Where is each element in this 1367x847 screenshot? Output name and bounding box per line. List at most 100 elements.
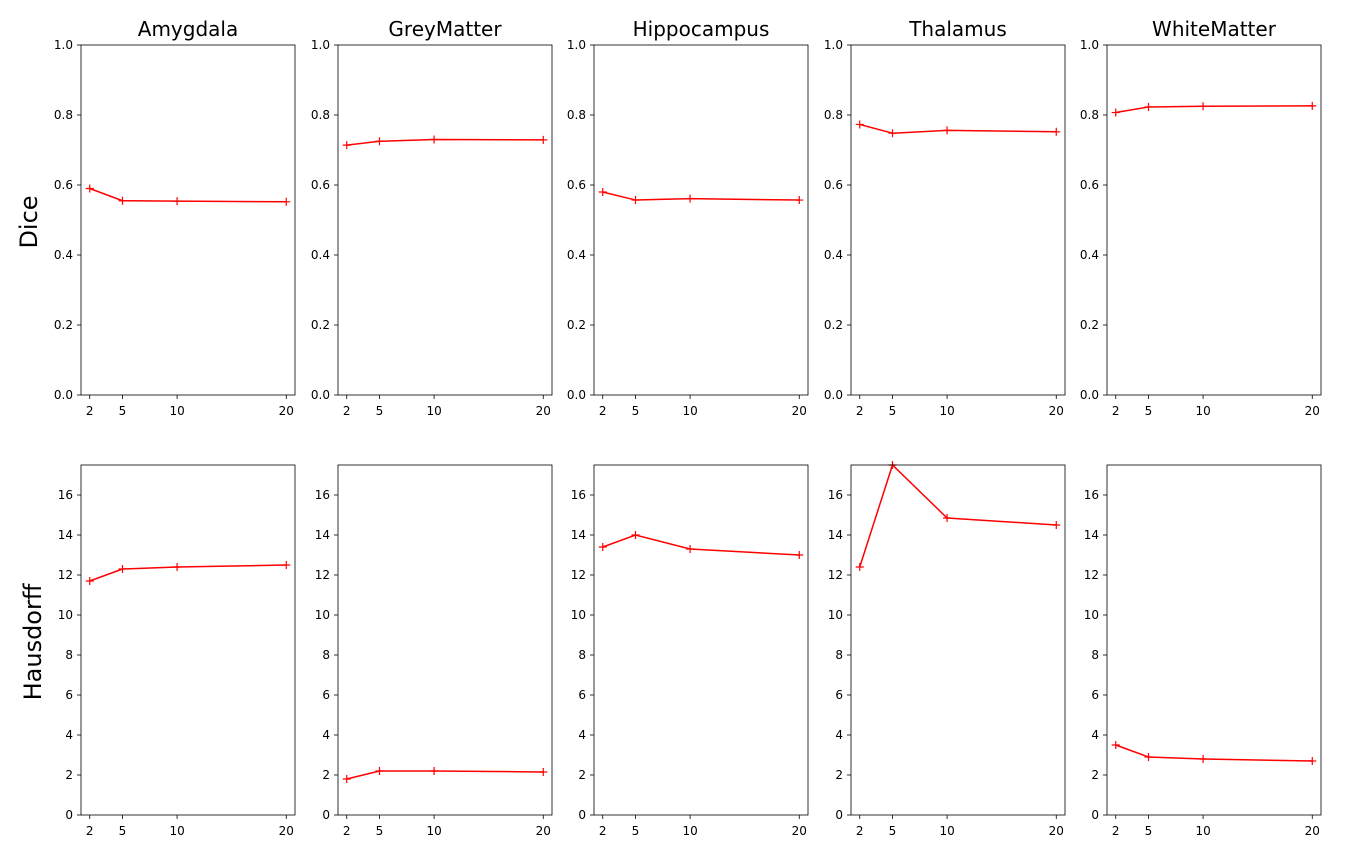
y-tick-label: 1.0 (567, 38, 586, 52)
data-point (943, 514, 952, 522)
data-point (631, 531, 640, 539)
panel-title: WhiteMatter (1152, 17, 1277, 41)
data-point (855, 120, 864, 129)
x-tick-label: 10 (939, 824, 954, 838)
series-line (346, 138, 544, 146)
y-tick-label: 0.0 (567, 388, 586, 402)
data-point (795, 196, 804, 205)
x-tick-label: 5 (632, 404, 640, 418)
data-point (795, 551, 804, 559)
y-tick-label: 4 (1091, 728, 1099, 742)
x-tick-label: 5 (1145, 824, 1153, 838)
x-tick-label: 10 (1195, 404, 1210, 418)
y-tick-label: 12 (1084, 568, 1099, 582)
y-tick-label: 0.8 (567, 108, 586, 122)
y-tick-label: 0.6 (824, 178, 843, 192)
y-tick-label: 14 (828, 528, 843, 542)
panel-title: GreyMatter (388, 17, 502, 41)
x-tick-label: 20 (1049, 824, 1064, 838)
data-point (598, 543, 607, 551)
x-tick-label: 5 (376, 824, 384, 838)
data-point (1111, 108, 1120, 117)
y-tick-label: 0.2 (1080, 318, 1099, 332)
data-point (118, 196, 127, 205)
data-point (342, 141, 351, 150)
x-tick-label: 20 (279, 404, 294, 418)
y-tick-label: 1.0 (311, 38, 330, 52)
y-tick-label: 2 (1091, 768, 1099, 782)
y-tick-label: 0.8 (311, 108, 330, 122)
data-point (375, 767, 384, 775)
data-point (342, 775, 351, 783)
y-tick-label: 12 (58, 568, 73, 582)
x-tick-label: 20 (1305, 404, 1320, 418)
data-point (1052, 127, 1061, 136)
data-point (1111, 741, 1120, 749)
data-point (85, 184, 94, 193)
y-tick-label: 0.6 (567, 178, 586, 192)
y-tick-label: 14 (571, 528, 586, 542)
y-tick-label: 14 (315, 528, 330, 542)
y-tick-label: 0.4 (824, 248, 843, 262)
y-tick-label: 0.0 (311, 388, 330, 402)
x-tick-label: 20 (1305, 824, 1320, 838)
y-tick-label: 10 (58, 608, 73, 622)
panel-title: Amygdala (138, 17, 238, 41)
y-tick-label: 0 (322, 808, 330, 822)
y-tick-label: 0.0 (54, 388, 73, 402)
axes-frame (337, 464, 553, 816)
y-tick-label: 6 (1091, 688, 1099, 702)
x-tick-label: 5 (1145, 404, 1153, 418)
data-point (430, 135, 439, 144)
x-tick-label: 2 (343, 404, 351, 418)
data-point (173, 563, 182, 571)
x-tick-label: 5 (119, 404, 127, 418)
data-point (943, 126, 952, 135)
series-line (346, 770, 544, 780)
series-line (859, 464, 1057, 568)
y-tick-label: 2 (578, 768, 586, 782)
x-tick-label: 5 (889, 824, 897, 838)
axes-frame (850, 464, 1066, 816)
panel-0-0: Amygdala 2 5 10 20 0.0 0.2 0.4 0.6 0.8 1.0 (54, 17, 296, 418)
y-tick-label: 0.4 (567, 248, 586, 262)
y-tick-label: 8 (1091, 648, 1099, 662)
x-tick-label: 10 (169, 404, 184, 418)
panel-0-2: Hippocampus 2 5 10 20 0.0 0.2 0.4 0.6 0.8 1.0 (567, 17, 809, 418)
x-tick-label: 2 (86, 824, 94, 838)
y-tick-label: 0.8 (824, 108, 843, 122)
data-point (375, 137, 384, 146)
panel-0-1: GreyMatter 2 5 10 20 0.0 0.2 0.4 0.6 0.8 1.0 (311, 17, 553, 418)
x-tick-label: 20 (792, 404, 807, 418)
data-point (282, 197, 291, 206)
y-tick-label: 6 (322, 688, 330, 702)
x-tick-label: 10 (426, 824, 441, 838)
data-point (855, 563, 864, 571)
y-tick-label: 0.4 (311, 248, 330, 262)
x-tick-label: 20 (792, 824, 807, 838)
x-tick-label: 2 (856, 824, 864, 838)
y-tick-label: 0.2 (54, 318, 73, 332)
axes-frame (593, 464, 809, 816)
y-tick-label: 1.0 (1080, 38, 1099, 52)
row-label-dice: Dice (15, 195, 43, 248)
x-tick-label: 10 (1195, 824, 1210, 838)
x-tick-label: 5 (376, 404, 384, 418)
y-tick-label: 10 (571, 608, 586, 622)
y-tick-label: 0 (835, 808, 843, 822)
x-tick-label: 10 (939, 404, 954, 418)
axes-frame (80, 464, 296, 816)
y-tick-label: 2 (322, 768, 330, 782)
data-point (1052, 521, 1061, 529)
x-tick-label: 10 (169, 824, 184, 838)
panel-0-4: WhiteMatter 2 5 10 20 0.0 0.2 0.4 0.6 0.8 1.0 (1080, 17, 1322, 418)
x-tick-label: 2 (599, 404, 607, 418)
y-tick-label: 10 (828, 608, 843, 622)
y-tick-label: 12 (315, 568, 330, 582)
y-tick-label: 16 (828, 488, 843, 502)
y-tick-label: 0.2 (824, 318, 843, 332)
data-point (539, 135, 548, 144)
y-tick-label: 12 (828, 568, 843, 582)
